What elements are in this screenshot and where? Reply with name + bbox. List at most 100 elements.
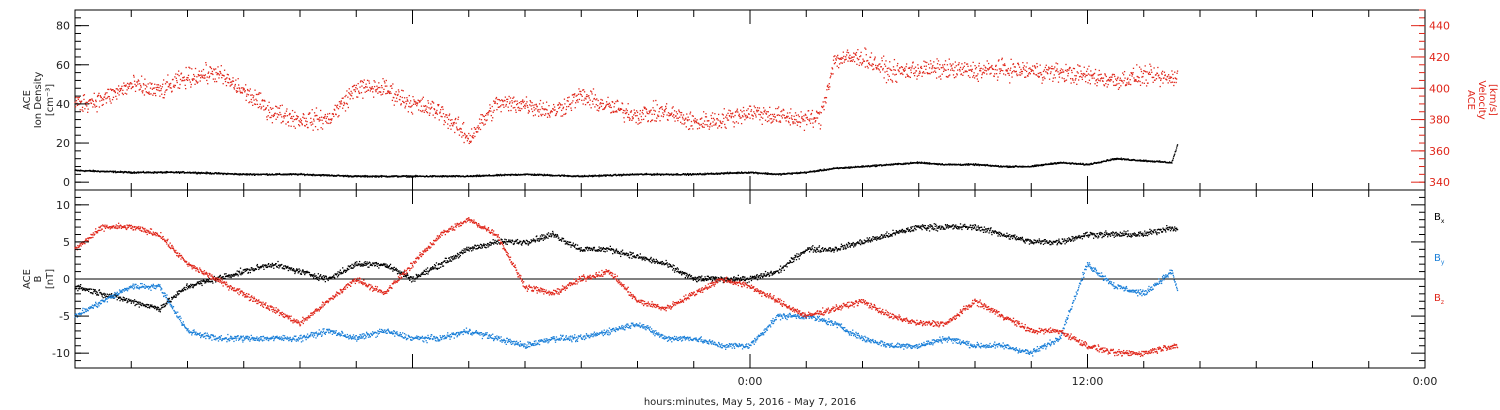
data-point — [1055, 162, 1057, 164]
data-point — [461, 131, 463, 134]
data-point — [508, 95, 510, 98]
data-point — [138, 306, 140, 308]
data-point — [1026, 62, 1028, 64]
data-point — [605, 105, 607, 108]
data-point — [180, 171, 182, 173]
data-point — [240, 92, 242, 94]
data-point — [213, 69, 215, 71]
data-point — [740, 117, 742, 119]
data-point — [189, 67, 191, 69]
data-point — [200, 282, 203, 285]
data-point — [747, 116, 749, 119]
data-point — [424, 109, 426, 112]
data-point — [388, 92, 390, 94]
data-point — [653, 113, 656, 116]
data-point — [1135, 80, 1137, 82]
data-point — [667, 119, 669, 121]
data-point — [890, 69, 893, 72]
data-point — [400, 103, 402, 105]
data-point — [777, 114, 779, 116]
data-point — [156, 86, 159, 88]
data-point — [102, 99, 105, 101]
data-point — [151, 82, 153, 85]
data-point — [810, 112, 813, 115]
data-point — [265, 107, 267, 109]
data-point — [439, 111, 441, 113]
data-point — [303, 113, 305, 116]
data-point — [83, 98, 85, 101]
data-point — [401, 175, 403, 177]
data-point — [431, 176, 433, 178]
data-point — [1068, 69, 1070, 71]
data-point — [287, 121, 289, 123]
data-point — [443, 123, 445, 126]
data-point — [165, 89, 167, 92]
data-point — [237, 173, 240, 175]
data-point — [363, 175, 365, 177]
data-point — [373, 80, 375, 82]
data-point — [278, 173, 280, 175]
data-point — [985, 70, 987, 72]
data-point — [1153, 67, 1155, 69]
data-point — [768, 120, 770, 122]
data-point — [142, 305, 145, 307]
data-point — [817, 112, 819, 114]
data-point — [1074, 74, 1076, 77]
data-point — [546, 173, 549, 176]
data-point — [675, 115, 677, 117]
data-point — [798, 172, 800, 175]
data-point — [109, 293, 111, 295]
data-point — [502, 104, 505, 106]
data-point — [783, 114, 785, 117]
data-point — [916, 78, 918, 80]
data-point — [196, 173, 199, 175]
data-point — [752, 118, 754, 120]
data-point — [865, 48, 867, 50]
data-point — [375, 89, 378, 91]
data-point — [500, 111, 502, 113]
data-point — [645, 108, 647, 110]
data-point — [246, 93, 248, 95]
data-point — [393, 175, 395, 178]
data-point — [670, 113, 672, 115]
data-point — [492, 100, 495, 102]
data-point — [1061, 71, 1063, 73]
data-point — [394, 100, 396, 102]
data-point — [1142, 160, 1144, 162]
data-point — [153, 87, 155, 89]
data-point — [926, 61, 928, 64]
data-point — [764, 109, 766, 111]
data-point — [998, 68, 1001, 70]
data-point — [1065, 63, 1067, 66]
data-point — [803, 172, 806, 174]
data-point — [1155, 74, 1157, 76]
data-point — [765, 113, 768, 115]
data-point — [1112, 73, 1114, 75]
data-point — [745, 117, 747, 119]
data-point — [592, 88, 595, 90]
data-point — [1141, 76, 1143, 78]
data-point — [535, 103, 537, 105]
data-point — [303, 117, 305, 119]
data-point — [1057, 162, 1060, 165]
data-point — [1050, 162, 1052, 164]
data-point — [870, 64, 872, 67]
data-point — [800, 111, 802, 113]
data-point — [903, 69, 905, 72]
data-point — [493, 102, 496, 104]
data-point — [285, 110, 288, 112]
data-point — [316, 114, 318, 117]
data-point — [869, 165, 872, 168]
data-point — [319, 116, 321, 119]
data-point — [1010, 72, 1013, 74]
data-point — [197, 172, 199, 174]
data-point — [560, 115, 562, 117]
data-point — [1108, 76, 1111, 79]
data-point — [441, 176, 443, 178]
data-point — [550, 111, 552, 113]
data-point — [431, 106, 433, 108]
data-point — [912, 72, 915, 75]
data-point — [204, 280, 207, 282]
data-point — [819, 128, 822, 130]
data-point — [913, 67, 915, 70]
